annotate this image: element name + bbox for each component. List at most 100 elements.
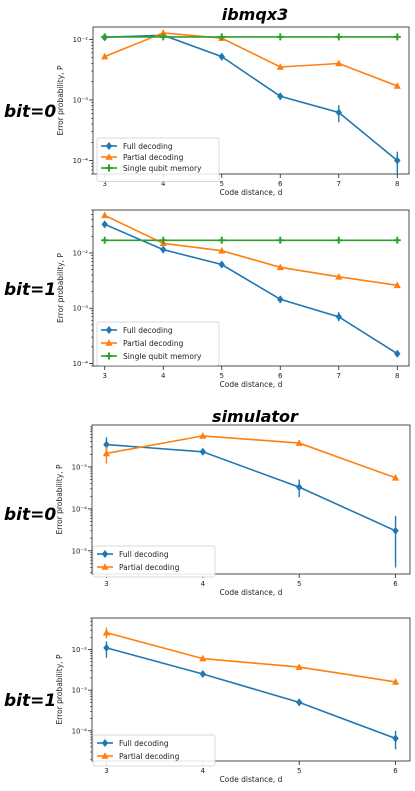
legend-marker: [101, 550, 109, 558]
legend-box: [92, 545, 216, 578]
data-point: [393, 82, 401, 89]
data-point: [391, 678, 400, 685]
legend-marker: [101, 752, 109, 759]
chart-simulator-bit1: 10⁻⁴ 10⁻³ 10⁻² 3 4 5 6 Code distance, d Error pr…: [55, 617, 411, 784]
series-line: [106, 435, 396, 479]
data-point: [394, 156, 401, 165]
legend-label: Partial decoding: [123, 339, 184, 348]
data-point: [218, 33, 226, 41]
x-axis-label: Code distance, d: [220, 775, 283, 784]
series-line: [104, 214, 398, 287]
legend-marker: [105, 339, 113, 346]
y-tick-label: 10⁻³: [72, 687, 88, 695]
data-point: [199, 432, 207, 439]
series-line: [106, 443, 396, 532]
x-tick-label: 6: [393, 580, 398, 588]
data-point: [276, 263, 284, 271]
y-tick-label: 10⁻²: [72, 646, 88, 654]
data-point: [276, 236, 284, 244]
y-axis-label: Error probability, P: [55, 464, 64, 534]
legend-marker: [105, 164, 113, 172]
x-axis-label: Code distance, d: [220, 380, 283, 389]
section-title-simulator: simulator: [212, 407, 299, 426]
legend-label: Full decoding: [119, 739, 169, 748]
data-point: [101, 33, 109, 41]
data-point: [277, 92, 284, 101]
x-tick-label: 7: [337, 180, 341, 188]
x-tick-label: 3: [104, 767, 108, 775]
chart-simulator-bit0: 10⁻⁵ 10⁻⁴ 10⁻³ 3 4 5 6 Code distance, d Error pr…: [55, 424, 411, 597]
data-point: [277, 295, 284, 304]
data-point: [103, 440, 110, 449]
x-tick-label: 8: [395, 180, 399, 188]
row-label-simulator-bit0: bit=0: [4, 505, 56, 525]
x-axis-label: Code distance, d: [220, 188, 283, 197]
x-tick-label: 5: [220, 372, 224, 380]
data-point: [102, 449, 111, 457]
x-tick-label: 5: [297, 767, 301, 775]
x-tick-label: 6: [393, 767, 398, 775]
series-line: [106, 631, 396, 683]
data-point: [295, 663, 303, 670]
data-point: [276, 33, 284, 41]
data-point: [218, 236, 226, 244]
legend-marker: [105, 352, 113, 360]
legend-box: [96, 137, 220, 182]
x-tick-label: 3: [102, 180, 106, 188]
data-point: [391, 474, 400, 481]
legend-label: Full decoding: [119, 550, 169, 559]
data-point: [199, 447, 207, 456]
legend-box: [92, 734, 216, 767]
legend-marker: [105, 142, 113, 150]
series-line: [106, 647, 396, 740]
data-point: [295, 483, 303, 492]
data-point: [103, 643, 110, 652]
series-line: [104, 34, 398, 162]
data-point: [392, 734, 399, 743]
data-point: [160, 245, 167, 254]
legend-label: Full decoding: [123, 326, 173, 335]
row-label-simulator-bit1: bit=1: [4, 691, 56, 711]
chart-ibmqx3-bit0: 10⁻⁴ 10⁻³ 10⁻² 3 4 5 6 7 8 Code distance, d Error …: [56, 26, 410, 197]
y-tick-label: 10⁻⁴: [72, 505, 88, 513]
legend-box: [96, 321, 220, 366]
y-tick-label: 10⁻³: [73, 96, 89, 104]
data-point: [101, 220, 108, 229]
data-point: [199, 670, 207, 679]
series-line: [104, 223, 398, 355]
legend-label: Full decoding: [123, 142, 173, 151]
data-point: [101, 236, 109, 244]
data-point: [218, 246, 226, 254]
legend-label: Partial decoding: [119, 563, 180, 572]
section-title-ibmqx3: ibmqx3: [222, 5, 289, 24]
data-point: [393, 281, 401, 289]
data-point: [393, 236, 401, 244]
data-point: [199, 654, 207, 662]
data-point: [218, 260, 225, 269]
data-point: [101, 52, 109, 60]
data-point: [392, 526, 399, 535]
data-point: [102, 628, 111, 636]
data-point: [335, 108, 342, 117]
y-tick-label: 10⁻³: [73, 305, 89, 313]
legend-marker: [105, 153, 113, 160]
y-tick-label: 10⁻⁴: [73, 157, 89, 165]
data-point: [335, 236, 343, 244]
y-axis-label: Error probability, P: [56, 253, 65, 323]
legend-marker: [105, 326, 113, 334]
row-label-ibmqx3-bit0: bit=0: [4, 102, 56, 122]
legend-label: Single qubit memory: [123, 164, 202, 173]
data-point: [218, 52, 225, 61]
y-axis-label: Error probability, P: [55, 654, 64, 724]
x-tick-label: 3: [104, 580, 108, 588]
data-point: [335, 33, 343, 41]
legend-marker: [101, 739, 109, 747]
y-tick-label: 10⁻⁵: [72, 547, 88, 555]
chart-ibmqx3-bit1: 10⁻⁴ 10⁻³ 10⁻² 3 4 5 6 7 8 Code distance, d Error …: [56, 209, 410, 389]
data-point: [159, 236, 167, 244]
data-point: [335, 273, 343, 280]
x-tick-label: 5: [220, 180, 224, 188]
data-point: [159, 33, 167, 41]
data-point: [159, 29, 167, 36]
